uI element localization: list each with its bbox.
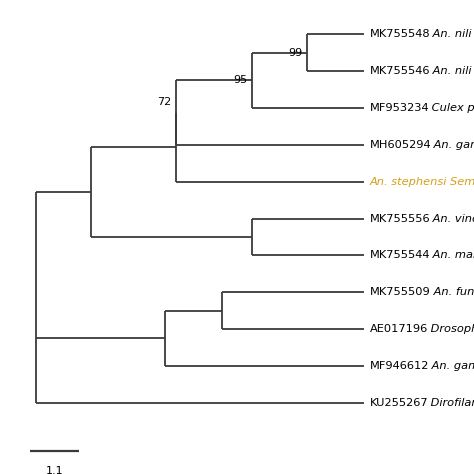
Text: MK755544: MK755544 bbox=[370, 250, 430, 260]
Text: An. nili F: An. nili F bbox=[429, 29, 474, 39]
Text: MH605294: MH605294 bbox=[370, 140, 432, 150]
Text: 1.1: 1.1 bbox=[46, 465, 63, 474]
Text: Drosophi: Drosophi bbox=[427, 324, 474, 334]
Text: MK755556: MK755556 bbox=[370, 214, 431, 224]
Text: MF946612: MF946612 bbox=[370, 361, 429, 371]
Text: KU255267: KU255267 bbox=[370, 398, 428, 408]
Text: An. gamb: An. gamb bbox=[430, 140, 474, 150]
Text: AE017196: AE017196 bbox=[370, 324, 428, 334]
Text: Dirofilaria: Dirofilaria bbox=[428, 398, 474, 408]
Text: MK755546: MK755546 bbox=[370, 66, 430, 76]
Text: An. stephensi Semen: An. stephensi Semen bbox=[370, 177, 474, 187]
Text: 95: 95 bbox=[233, 75, 247, 85]
Text: MF953234: MF953234 bbox=[370, 103, 429, 113]
Text: 99: 99 bbox=[288, 48, 302, 58]
Text: Culex pip: Culex pip bbox=[428, 103, 474, 113]
Text: An. funes: An. funes bbox=[429, 287, 474, 297]
Text: MK755509: MK755509 bbox=[370, 287, 431, 297]
Text: An. mars: An. mars bbox=[429, 250, 474, 260]
Text: An. nili F: An. nili F bbox=[429, 66, 474, 76]
Text: An. gamb: An. gamb bbox=[428, 361, 474, 371]
Text: 72: 72 bbox=[157, 97, 172, 107]
Text: MK755548: MK755548 bbox=[370, 29, 431, 39]
Text: An. vinck: An. vinck bbox=[429, 214, 474, 224]
